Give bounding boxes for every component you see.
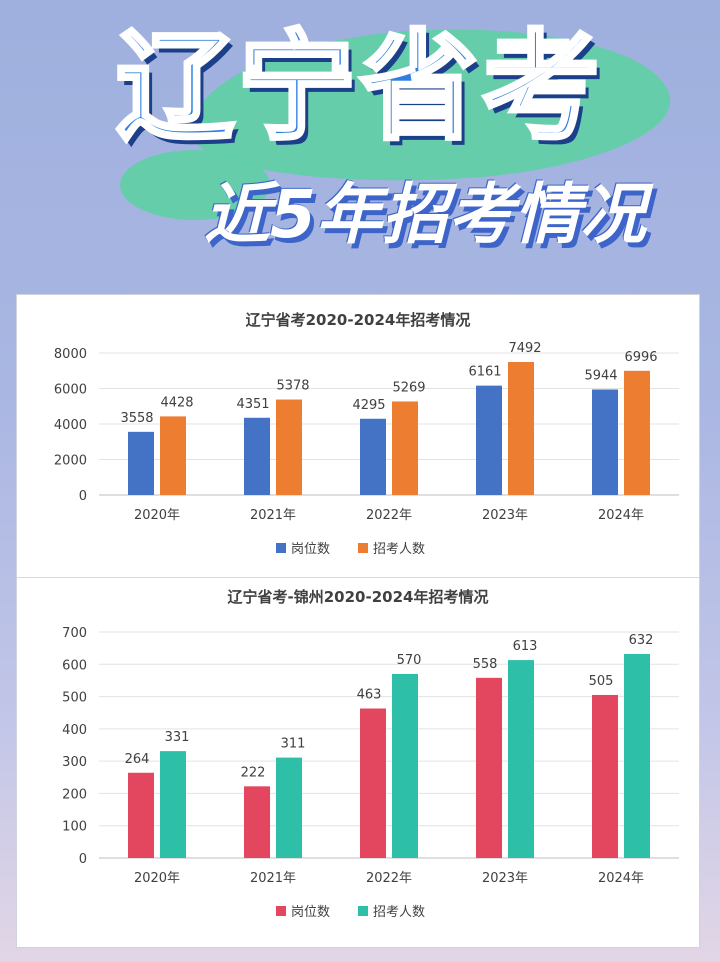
bar [276, 757, 302, 858]
bar [592, 694, 618, 858]
data-label: 5944 [584, 368, 617, 383]
y-tick-label: 2000 [54, 454, 87, 469]
bar [624, 370, 650, 495]
bar [160, 751, 186, 858]
chart-card: 辽宁省考2020-2024年招考情况 0 2000 4000 6000 8000 3558 4… [16, 294, 700, 948]
y-tick-label: 4000 [54, 418, 87, 433]
chart-jinzhou: 辽宁省考-锦州2020-2024年招考情况 0 100 200 300 400 500 600… [62, 588, 679, 920]
y-tick-label: 100 [62, 820, 87, 835]
data-label: 3558 [120, 411, 153, 426]
bar [276, 399, 302, 495]
x-tick-label: 2022年 [366, 871, 412, 886]
data-label: 7492 [508, 341, 541, 356]
legend-swatch [276, 906, 286, 916]
x-tick-label: 2024年 [598, 508, 644, 523]
data-label: 613 [513, 639, 538, 654]
chart-title: 辽宁省考2020-2024年招考情况 [246, 311, 471, 329]
y-tick-label: 600 [62, 658, 87, 673]
x-tick-label: 2022年 [366, 508, 412, 523]
data-label: 6161 [468, 365, 501, 380]
y-tick-label: 400 [62, 723, 87, 738]
bar [592, 389, 618, 495]
data-label: 5269 [392, 380, 425, 395]
bar [508, 362, 534, 495]
y-tick-label: 0 [79, 489, 87, 504]
bar [128, 431, 154, 495]
poster-title: 辽宁省考 [114, 18, 604, 156]
data-label: 4351 [236, 397, 269, 412]
chart-title: 辽宁省考-锦州2020-2024年招考情况 [228, 588, 489, 606]
legend-label: 岗位数 [291, 905, 330, 920]
data-label: 632 [629, 633, 654, 648]
bar [476, 677, 502, 858]
data-label: 558 [473, 657, 498, 672]
bar [508, 660, 534, 858]
y-tick-label: 6000 [54, 383, 87, 398]
data-label: 4428 [160, 395, 193, 410]
data-label: 4295 [352, 398, 385, 413]
data-label: 5378 [276, 379, 309, 394]
bar [392, 401, 418, 495]
chart-divider [17, 577, 699, 578]
legend-swatch [276, 543, 286, 553]
background-blob-small [120, 150, 270, 220]
y-tick-label: 0 [79, 852, 87, 867]
bar [128, 772, 154, 858]
bar [360, 708, 386, 858]
legend-swatch [358, 906, 368, 916]
bar [244, 786, 270, 858]
y-tick-label: 300 [62, 755, 87, 770]
y-tick-label: 8000 [54, 347, 87, 362]
x-tick-label: 2020年 [134, 508, 180, 523]
poster-subtitle: 近5年招考情况 [204, 176, 646, 253]
x-tick-label: 2023年 [482, 508, 528, 523]
bar [476, 385, 502, 495]
data-label: 505 [589, 674, 614, 689]
legend-label: 招考人数 [373, 905, 425, 920]
chart-liaoning: 辽宁省考2020-2024年招考情况 0 2000 4000 6000 8000 3558 4… [54, 311, 679, 557]
data-label: 311 [281, 737, 306, 752]
data-label: 222 [241, 765, 266, 780]
bar [160, 416, 186, 495]
data-label: 264 [125, 752, 150, 767]
x-tick-label: 2020年 [134, 871, 180, 886]
legend-label: 招考人数 [373, 542, 425, 557]
x-tick-label: 2021年 [250, 508, 296, 523]
data-label: 570 [397, 653, 422, 668]
y-tick-label: 500 [62, 691, 87, 706]
x-tick-label: 2024年 [598, 871, 644, 886]
legend-label: 岗位数 [291, 542, 330, 557]
data-label: 331 [165, 730, 190, 745]
bar [392, 673, 418, 858]
x-tick-label: 2023年 [482, 871, 528, 886]
y-tick-label: 700 [62, 626, 87, 641]
data-label: 6996 [624, 350, 657, 365]
y-tick-label: 200 [62, 787, 87, 802]
bar [360, 418, 386, 495]
x-tick-label: 2021年 [250, 871, 296, 886]
legend-swatch [358, 543, 368, 553]
data-label: 463 [357, 688, 382, 703]
bar [624, 653, 650, 858]
bar [244, 417, 270, 495]
